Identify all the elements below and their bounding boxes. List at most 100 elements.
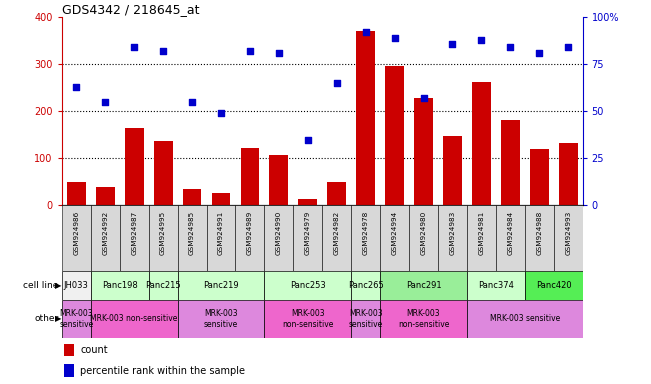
Bar (322, 205, 351, 271)
Text: GSM924981: GSM924981 (478, 211, 484, 255)
Bar (264, 300, 351, 338)
Text: Panc374: Panc374 (478, 281, 514, 290)
Text: MRK-003
non-sensitive: MRK-003 non-sensitive (282, 309, 333, 329)
Point (71, 84, 81, 90)
Text: GSM924991: GSM924991 (218, 211, 224, 255)
Bar (236, 205, 264, 271)
Point (129, 44, 139, 50)
Point (187, 99, 197, 105)
Bar (525, 271, 583, 300)
Bar (148, 271, 178, 300)
Text: Panc198: Panc198 (102, 281, 137, 290)
Point (303, 136, 313, 142)
Text: count: count (80, 345, 107, 355)
Text: Panc291: Panc291 (406, 281, 441, 290)
Bar (178, 300, 264, 338)
Bar (327, 182, 346, 205)
Text: GSM924984: GSM924984 (507, 211, 513, 255)
Text: GSM924990: GSM924990 (276, 211, 282, 255)
Point (361, 29, 371, 35)
Bar (467, 271, 525, 300)
Bar (90, 271, 148, 300)
Bar (554, 205, 583, 271)
Bar (414, 98, 433, 205)
Bar (525, 205, 554, 271)
Text: GSM924989: GSM924989 (247, 211, 253, 255)
Point (158, 48, 169, 54)
Bar (264, 271, 351, 300)
Point (563, 44, 574, 50)
Text: ▶: ▶ (55, 314, 61, 323)
Text: Panc219: Panc219 (203, 281, 239, 290)
Bar (178, 205, 206, 271)
Text: percentile rank within the sample: percentile rank within the sample (80, 366, 245, 376)
Bar (438, 205, 467, 271)
Bar (67, 182, 86, 205)
Bar (294, 205, 322, 271)
Point (505, 44, 516, 50)
Bar (120, 205, 148, 271)
Bar (467, 205, 496, 271)
Point (215, 110, 226, 116)
Text: GSM924995: GSM924995 (160, 211, 166, 255)
Bar (154, 141, 173, 205)
Text: Panc420: Panc420 (536, 281, 572, 290)
Bar (240, 148, 259, 205)
Bar (467, 300, 583, 338)
Bar (496, 205, 525, 271)
Text: Panc215: Panc215 (145, 281, 181, 290)
Bar (270, 155, 288, 205)
Bar (380, 300, 467, 338)
Bar (96, 187, 115, 205)
Text: GSM924983: GSM924983 (449, 211, 456, 255)
Bar (212, 193, 230, 205)
Text: MRK-003 sensitive: MRK-003 sensitive (490, 314, 560, 323)
Text: GSM924993: GSM924993 (565, 211, 571, 255)
Text: GSM924980: GSM924980 (421, 211, 426, 255)
Bar (148, 205, 178, 271)
Text: GSM924992: GSM924992 (102, 211, 108, 255)
Bar (62, 300, 90, 338)
Bar (178, 271, 264, 300)
Bar (559, 143, 577, 205)
Bar (472, 82, 491, 205)
Bar (206, 205, 236, 271)
Bar (351, 300, 380, 338)
Bar (298, 199, 317, 205)
Bar (351, 271, 380, 300)
Text: GSM924988: GSM924988 (536, 211, 542, 255)
Bar (356, 31, 375, 205)
Text: MRK-003
sensitive: MRK-003 sensitive (204, 309, 238, 329)
Text: MRK-003
non-sensitive: MRK-003 non-sensitive (398, 309, 449, 329)
Text: GSM924978: GSM924978 (363, 211, 368, 255)
Text: ▶: ▶ (55, 281, 61, 290)
Text: other: other (35, 314, 59, 323)
Point (534, 50, 544, 56)
Bar (380, 271, 467, 300)
Point (100, 99, 111, 105)
Bar (409, 205, 438, 271)
Text: MRK-003 non-sensitive: MRK-003 non-sensitive (90, 314, 178, 323)
Bar (183, 189, 201, 205)
Bar (501, 120, 519, 205)
Bar (90, 300, 178, 338)
Bar (125, 128, 144, 205)
Bar (62, 271, 90, 300)
Point (245, 48, 255, 54)
Bar (64, 344, 74, 356)
Text: MRK-003
sensitive: MRK-003 sensitive (348, 309, 383, 329)
Point (389, 35, 400, 41)
Bar (530, 149, 549, 205)
Bar (64, 364, 74, 377)
Text: GSM924986: GSM924986 (74, 211, 79, 255)
Bar (380, 205, 409, 271)
Bar (443, 136, 462, 205)
Bar (62, 205, 90, 271)
Text: MRK-003
sensitive: MRK-003 sensitive (59, 309, 94, 329)
Point (447, 41, 458, 47)
Bar (351, 205, 380, 271)
Point (273, 50, 284, 56)
Text: GSM924982: GSM924982 (334, 211, 340, 255)
Point (419, 95, 429, 101)
Text: GSM924985: GSM924985 (189, 211, 195, 255)
